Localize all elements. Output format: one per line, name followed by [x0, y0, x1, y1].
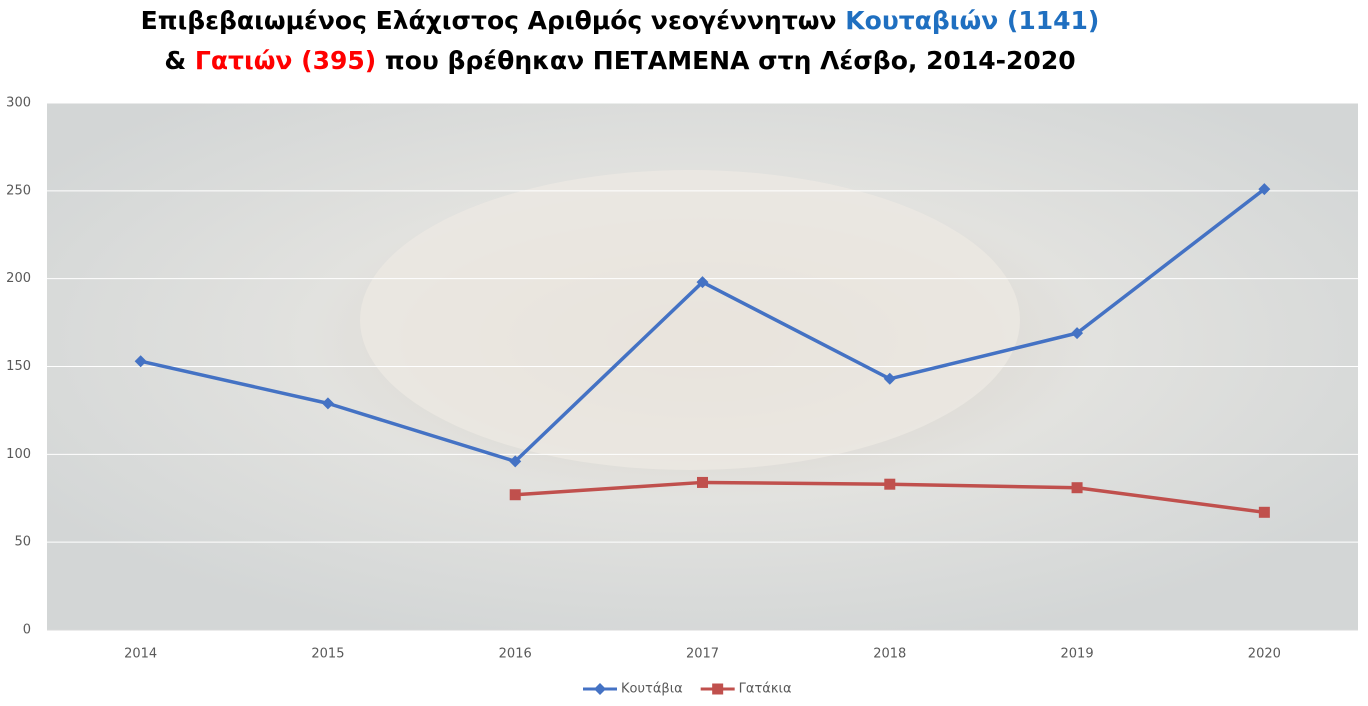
- point-marker: [696, 276, 709, 289]
- legend-marker: [594, 683, 606, 695]
- x-tick-label: 2017: [686, 647, 719, 662]
- title-part: Κουταβιών (1141): [845, 6, 1099, 35]
- legend-marker: [712, 683, 724, 695]
- point-marker: [1258, 506, 1270, 518]
- point-marker: [1071, 482, 1083, 494]
- chart-title: & Γατιών (395) που βρέθηκαν ΠΕΤΑΜΕΝΑ στη…: [164, 46, 1075, 75]
- legend-label: Κουτάβια: [621, 682, 683, 697]
- point-marker: [321, 397, 334, 410]
- point-marker: [884, 478, 896, 490]
- point-marker: [883, 372, 896, 385]
- title-part: Επιβεβαιωμένος Ελάχιστος Αριθμός νεογένν…: [141, 6, 846, 35]
- y-tick-label: 300: [6, 96, 31, 111]
- title-part: &: [164, 46, 195, 75]
- x-tick-label: 2020: [1248, 647, 1281, 662]
- title-part: που βρέθηκαν ΠΕΤΑΜΕΝΑ στη Λέσβο, 2014-20…: [376, 46, 1075, 75]
- y-tick-label: 100: [6, 447, 31, 462]
- point-marker: [134, 355, 147, 368]
- legend-label: Γατάκια: [739, 682, 792, 697]
- title-part: Γατιών (395): [195, 46, 376, 75]
- y-tick-label: 0: [23, 623, 31, 638]
- y-tick-label: 150: [6, 359, 31, 374]
- x-tick-label: 2014: [124, 647, 157, 662]
- y-tick-label: 50: [14, 535, 31, 550]
- x-tick-label: 2015: [311, 647, 344, 662]
- x-tick-label: 2018: [873, 647, 906, 662]
- point-marker: [697, 476, 708, 488]
- dog-silhouette: [360, 170, 1020, 470]
- point-marker: [509, 455, 522, 468]
- point-marker: [1071, 327, 1084, 340]
- chart-title: Επιβεβαιωμένος Ελάχιστος Αριθμός νεογένν…: [141, 6, 1100, 35]
- point-marker: [509, 489, 521, 501]
- x-tick-label: 2019: [1061, 647, 1094, 662]
- point-marker: [1258, 183, 1271, 196]
- y-tick-label: 200: [6, 271, 31, 286]
- y-tick-label: 250: [6, 183, 31, 198]
- x-tick-label: 2016: [499, 647, 532, 662]
